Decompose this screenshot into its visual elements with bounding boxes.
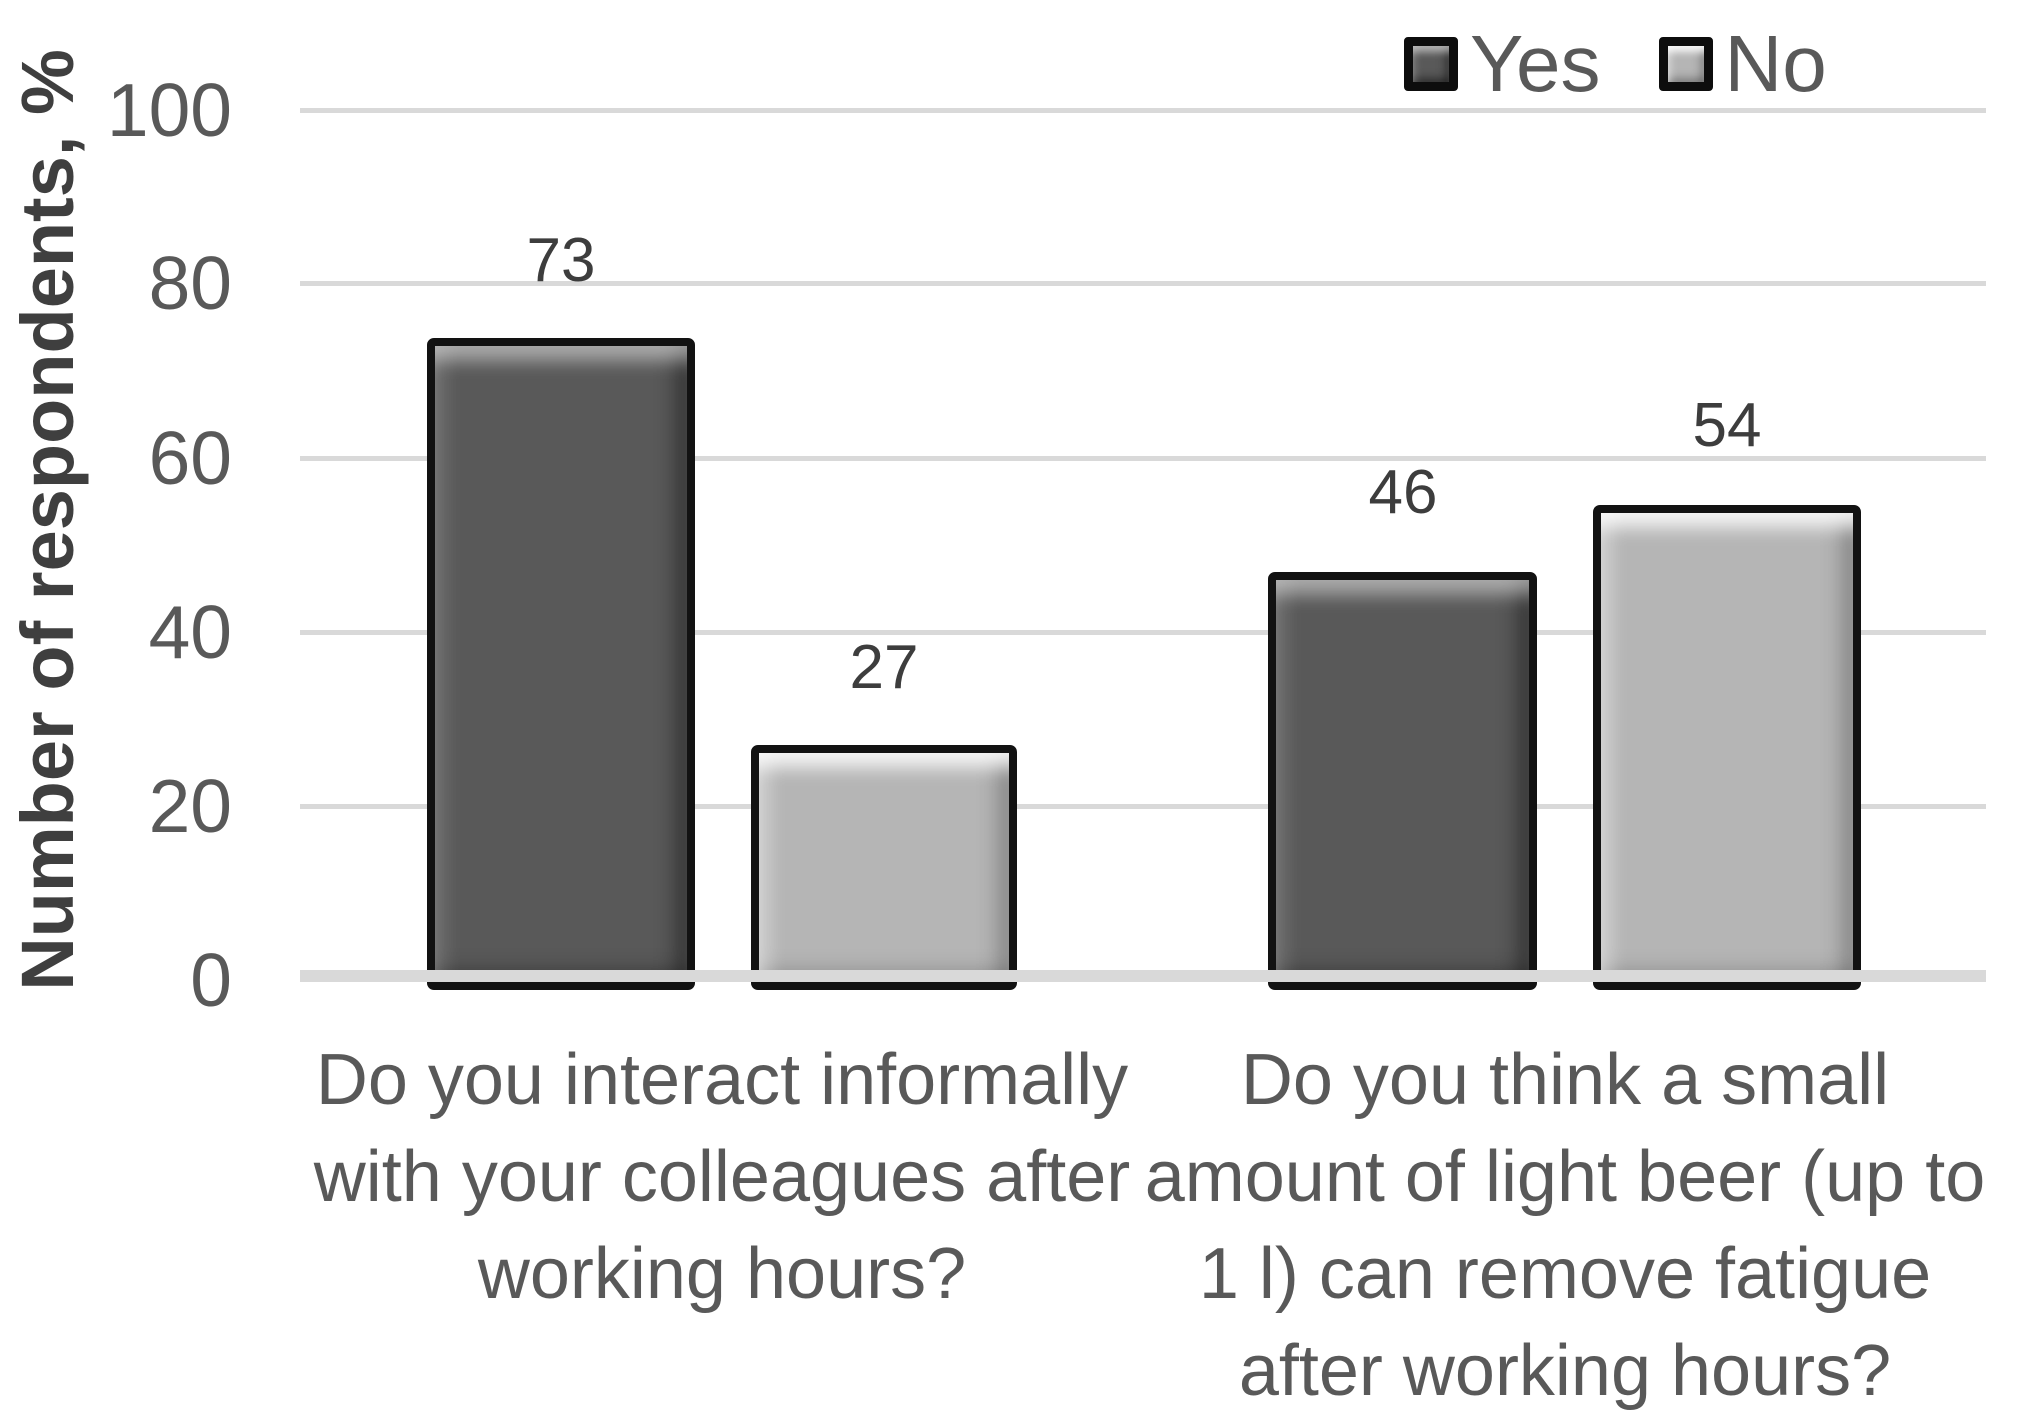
legend-no-label: No (1724, 19, 1827, 108)
bar-yes-question2 (1268, 572, 1537, 990)
legend-yes-marker-icon (1404, 37, 1458, 91)
legend: Yes No (1404, 24, 1827, 104)
category-label-line: Do you think a small (1240, 1040, 1890, 1120)
legend-no-marker-icon (1658, 37, 1713, 91)
category-label-line: with your colleagues after (313, 1137, 1131, 1217)
y-tick-40: 40 (148, 590, 232, 674)
value-label-no-q1: 27 (849, 633, 919, 702)
bar-no-question1 (751, 745, 1017, 990)
y-axis-title: Number of respondents, % (6, 49, 89, 991)
category-label-line: Do you interact informally (315, 1040, 1129, 1120)
x-axis-line (300, 970, 1986, 982)
category-label-question1: Do you interact informally with your col… (280, 1032, 1164, 1323)
y-tick-100: 100 (106, 68, 232, 152)
category-label-question2: Do you think a small amount of light bee… (1123, 1032, 2007, 1412)
value-label-yes-q1: 73 (526, 226, 596, 295)
category-label-line: working hours? (477, 1234, 967, 1314)
gridline-20 (300, 804, 1986, 809)
y-tick-80: 80 (148, 241, 232, 325)
gridline-100 (300, 108, 1986, 113)
category-label-line: amount of light beer (up to (1144, 1137, 1986, 1217)
y-tick-0: 0 (190, 938, 232, 1022)
legend-yes-label: Yes (1470, 19, 1601, 108)
bar-yes-question1 (427, 338, 695, 990)
y-tick-20: 20 (148, 764, 232, 848)
y-tick-60: 60 (148, 416, 232, 500)
bar-no-question2 (1593, 505, 1861, 990)
gridline-40 (300, 630, 1986, 635)
value-label-no-q2: 54 (1692, 391, 1762, 460)
category-label-line: 1 l) can remove fatigue (1198, 1234, 1932, 1314)
legend-item-no: No (1658, 19, 1827, 108)
gridline-60 (300, 456, 1986, 461)
category-label-line: after working hours? (1238, 1331, 1892, 1411)
value-label-yes-q2: 46 (1368, 458, 1438, 527)
legend-item-yes: Yes (1404, 24, 1601, 104)
gridline-80 (300, 281, 1986, 286)
